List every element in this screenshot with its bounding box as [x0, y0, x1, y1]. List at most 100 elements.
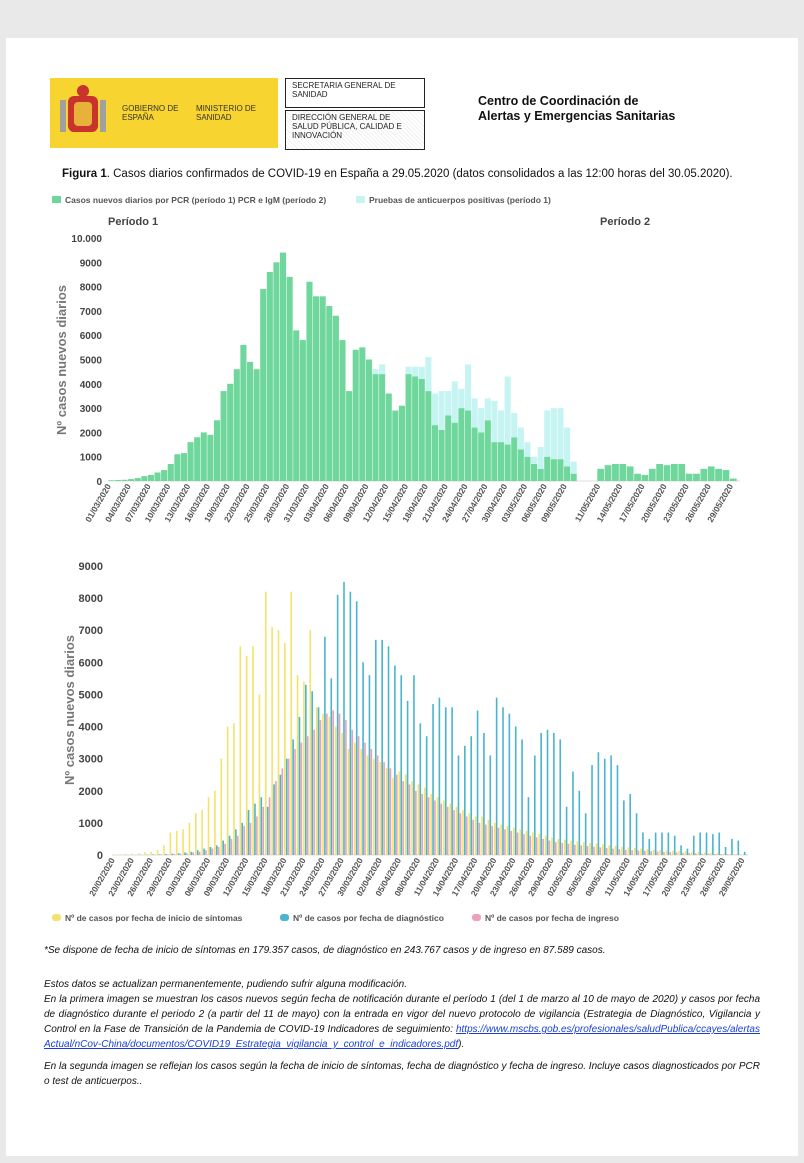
bar	[446, 806, 449, 855]
bar	[411, 781, 413, 855]
bar	[489, 755, 492, 855]
bar	[370, 749, 373, 855]
y-tick-label: 0	[97, 850, 103, 862]
bar	[608, 845, 611, 855]
bar	[395, 774, 398, 855]
bar	[233, 723, 235, 855]
legend-swatch	[280, 914, 289, 921]
bar-segment	[497, 442, 505, 481]
bar	[294, 749, 296, 855]
bar	[516, 832, 519, 855]
bar	[343, 582, 345, 855]
bar	[500, 824, 502, 855]
bar	[440, 803, 443, 855]
y-tick-label: 6000	[80, 331, 103, 342]
figure-label: Figura 1	[62, 168, 107, 180]
bar	[614, 846, 617, 855]
bar	[449, 803, 452, 855]
y-tick-label: 4000	[80, 380, 103, 391]
bar	[707, 853, 710, 855]
bar	[152, 854, 155, 855]
bar	[311, 691, 314, 855]
bar-segment	[570, 461, 577, 474]
y-tick-label: 2000	[79, 786, 103, 798]
source-link[interactable]: https://www.mscbs.gob.es/profesionales/s…	[44, 1024, 760, 1050]
bar	[277, 630, 280, 855]
bar-segment	[670, 463, 678, 481]
bar	[493, 822, 496, 855]
bar	[271, 627, 273, 855]
bar	[432, 704, 434, 855]
bar	[667, 832, 670, 855]
bar	[678, 851, 680, 855]
bar	[376, 755, 379, 855]
bar	[281, 768, 284, 855]
bar	[565, 806, 568, 855]
bar	[186, 853, 188, 855]
bar-segment	[531, 456, 538, 464]
period-label: Período 1	[108, 216, 158, 228]
bar	[364, 742, 366, 855]
bar	[485, 824, 487, 855]
bar	[551, 837, 553, 855]
bar	[201, 810, 203, 855]
bar-segment	[693, 473, 700, 481]
bar	[275, 781, 277, 855]
bar-segment	[685, 473, 693, 481]
bar	[697, 852, 700, 855]
bar-segment	[557, 459, 564, 481]
bar	[572, 771, 574, 855]
y-tick-label: 7000	[80, 307, 103, 318]
bar	[209, 846, 212, 855]
bar	[597, 752, 600, 855]
bar	[262, 806, 265, 855]
bar	[360, 749, 362, 855]
bar	[430, 793, 432, 855]
bar-segment	[174, 454, 181, 481]
y-tick-label: 1000	[80, 453, 103, 464]
bar-segment	[619, 463, 627, 481]
bar	[324, 636, 326, 855]
bar	[423, 787, 426, 855]
bar-segment	[220, 391, 227, 481]
legend-swatch	[52, 914, 61, 921]
bar	[506, 826, 509, 855]
bar-segment	[412, 376, 419, 481]
bar	[733, 854, 735, 855]
bar	[616, 765, 619, 855]
bar	[659, 850, 661, 855]
bar	[341, 732, 343, 855]
bar-segment	[194, 437, 201, 481]
y-tick-label: 8000	[79, 593, 103, 605]
y-tick-label: 2000	[80, 428, 103, 439]
bar	[226, 726, 229, 855]
bar-segment	[233, 369, 240, 481]
bar	[703, 852, 706, 855]
bar	[529, 835, 532, 855]
bar	[118, 854, 121, 855]
bar-segment	[491, 442, 498, 481]
bar	[656, 851, 659, 855]
bar	[540, 732, 542, 855]
bar	[398, 771, 401, 855]
bar-segment	[187, 442, 194, 481]
bar	[300, 742, 303, 855]
bar-segment	[405, 374, 412, 481]
bar	[669, 852, 672, 855]
y-tick-label: 3000	[79, 754, 103, 766]
bar-segment	[280, 252, 287, 481]
bar	[470, 736, 473, 855]
bar-segment	[266, 272, 273, 481]
bar	[705, 832, 708, 855]
bar	[373, 758, 375, 855]
bar	[455, 806, 458, 855]
bar	[362, 662, 364, 855]
bar	[357, 736, 360, 855]
bar	[519, 829, 521, 855]
period-label: Período 2	[600, 216, 650, 228]
bar	[198, 851, 201, 855]
bar	[686, 848, 689, 855]
bar-segment	[504, 376, 511, 445]
bar	[720, 854, 722, 855]
gov-name: GOBIERNO DE ESPAÑA	[122, 104, 179, 122]
